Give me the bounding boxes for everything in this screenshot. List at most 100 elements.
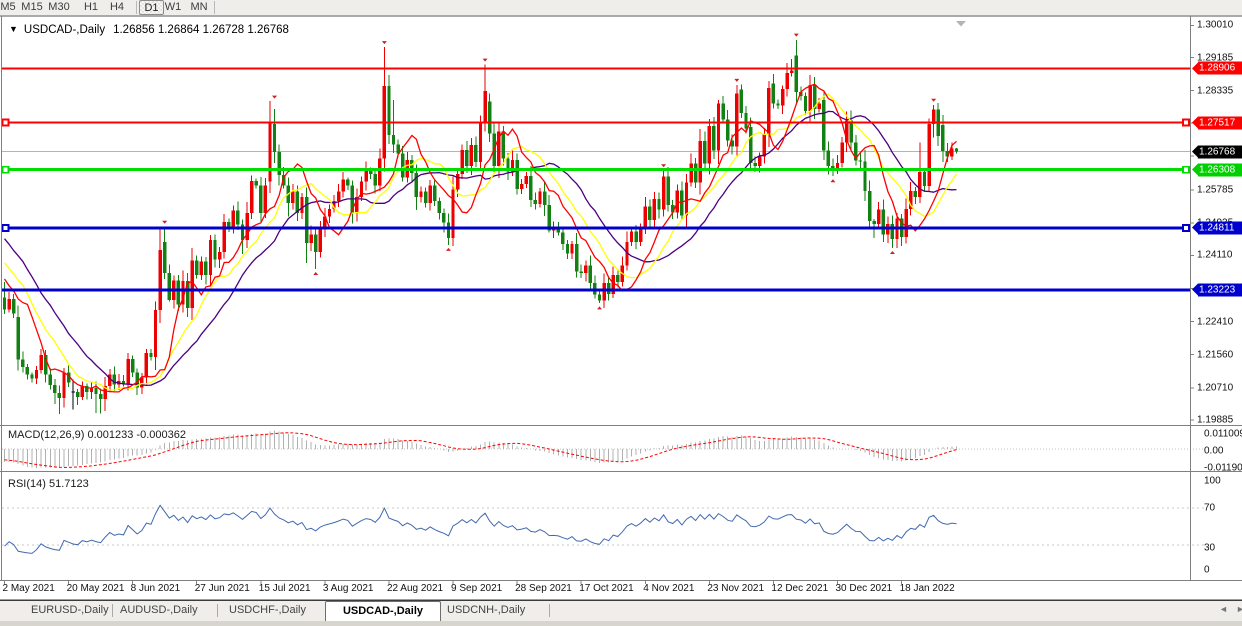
rsi-value: 51.7123 <box>48 478 89 490</box>
candle-body <box>396 144 400 154</box>
candle-body <box>858 160 863 162</box>
candle-body <box>25 367 30 375</box>
hline-handle[interactable] <box>1 165 10 174</box>
chart-tab-AUDUSDDaily[interactable]: AUDUSD-,Daily <box>120 604 198 616</box>
hline-handle[interactable] <box>1 118 10 127</box>
candle-body <box>400 153 405 178</box>
candle-body <box>227 222 231 227</box>
toolbar-separator <box>136 1 137 14</box>
candle-body <box>556 229 561 233</box>
candle-body <box>48 374 52 386</box>
candle-body <box>698 141 702 183</box>
ma-line-MA-mid <box>4 93 958 391</box>
candle-body <box>927 123 931 186</box>
price-chart-canvas[interactable] <box>0 16 1242 601</box>
candle-body <box>162 242 167 274</box>
candle-body <box>21 359 25 368</box>
price-label-value: 1.23223 <box>1198 283 1242 297</box>
candle-body <box>217 251 222 260</box>
candle-body <box>43 355 48 375</box>
candle-body <box>346 179 350 186</box>
chart-title: ▼ USDCAD-,Daily 1.26856 1.26864 1.26728 1.… <box>9 24 289 36</box>
fractal-down-icon <box>597 306 603 310</box>
rsi-line <box>4 504 957 554</box>
hline-handle[interactable] <box>1182 118 1190 127</box>
candle-body <box>423 191 428 204</box>
candle-body <box>295 191 300 213</box>
candle-body <box>66 372 71 383</box>
candle-body <box>675 190 680 213</box>
candle-body <box>410 160 414 174</box>
date-tick: 30 Dec 2021 <box>835 583 893 594</box>
ma-line-MA-slow <box>3 110 957 387</box>
timeframe-button-W1[interactable]: W1 <box>164 1 182 13</box>
hline-handle[interactable] <box>1182 165 1190 174</box>
timeframe-button-M15[interactable]: M15 <box>21 1 43 13</box>
price-label-arrow-icon <box>1192 62 1198 75</box>
chart-tab-USDCHFDaily[interactable]: USDCHF-,Daily <box>229 604 306 616</box>
candle-body <box>625 242 629 266</box>
timeframe-button-H1[interactable]: H1 <box>83 1 99 13</box>
candle-body <box>368 169 373 174</box>
candle-body <box>680 190 684 216</box>
candle-body <box>808 84 812 112</box>
candle-body <box>616 275 620 283</box>
candle-body <box>666 176 670 206</box>
symbol-dropdown-icon[interactable]: ▼ <box>9 24 18 34</box>
candle-body <box>364 169 368 182</box>
candle-body <box>236 210 240 225</box>
rsi-axis-30: 30 <box>1204 542 1216 553</box>
candle-body <box>300 197 304 213</box>
fractal-up-icon <box>381 41 387 45</box>
candle-body <box>588 265 593 283</box>
candle-body <box>941 125 945 152</box>
date-tick: 20 May 2021 <box>66 583 125 594</box>
candle-body <box>533 199 538 205</box>
chart-tab-USDCADDaily[interactable]: USDCAD-,Daily <box>325 601 441 621</box>
candle-body <box>222 222 226 252</box>
timeframe-button-M5[interactable]: M5 <box>0 1 16 13</box>
price-tick-1.24110: 1.24110 <box>1197 249 1233 261</box>
candle-body <box>373 173 377 186</box>
candle-body <box>922 171 927 186</box>
price-label-value: 1.24811 <box>1198 221 1242 235</box>
candle-body <box>611 275 615 294</box>
fractal-down-icon <box>889 251 895 255</box>
chart-tab-EURUSDDaily[interactable]: EURUSD-,Daily <box>31 604 109 616</box>
tab-scroll-left[interactable]: ◄ <box>1219 604 1228 614</box>
timeframe-button-MN[interactable]: MN <box>190 1 208 13</box>
candle-body <box>39 355 43 370</box>
rsi-axis-70: 70 <box>1204 502 1216 513</box>
price-label-arrow-icon <box>1192 116 1198 129</box>
timeframe-button-H4[interactable]: H4 <box>109 1 125 13</box>
candle-body <box>465 150 469 167</box>
candle-body <box>835 162 840 171</box>
candle-body <box>108 374 112 387</box>
candle-body <box>318 228 323 252</box>
candle-body <box>542 191 547 206</box>
tab-scroll-right[interactable]: ► <box>1236 604 1242 614</box>
candle-body <box>204 261 208 276</box>
candle-body <box>16 316 20 360</box>
candle-body <box>872 221 876 225</box>
chart-ohlc-quote: 1.26856 1.26864 1.26728 1.26768 <box>113 24 289 36</box>
candle-body <box>822 99 826 151</box>
rsi-axis-0: 0 <box>1204 564 1210 576</box>
date-tick: 12 Dec 2021 <box>771 583 829 594</box>
timeframe-button-M30[interactable]: M30 <box>48 1 70 13</box>
chart-tab-USDCNHDaily[interactable]: USDCNH-,Daily <box>447 604 526 616</box>
candle-body <box>579 271 583 274</box>
candle-body <box>739 89 744 114</box>
hline-handle[interactable] <box>1 224 10 232</box>
rsi-label: RSI(14) 51.7123 <box>8 478 89 490</box>
candle-body <box>355 197 359 213</box>
date-tick: 3 Aug 2021 <box>322 583 374 594</box>
candle-body <box>744 113 748 129</box>
timeframe-button-D1[interactable]: D1 <box>139 0 164 15</box>
candle-body <box>639 228 643 243</box>
hline-handle[interactable] <box>1182 224 1190 232</box>
candle-body <box>661 176 666 210</box>
chart-shift-marker-icon[interactable] <box>956 21 966 27</box>
toolbar-separator <box>214 1 215 14</box>
